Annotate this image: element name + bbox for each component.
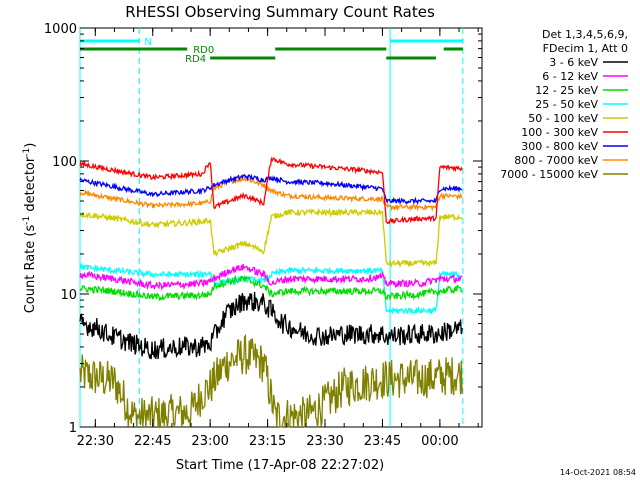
legend-label-2: 12 - 25 keV [535,84,598,97]
x-tick-label-6: 00:00 [421,434,458,449]
chart-title: RHESSI Observing Summary Count Rates [125,3,435,21]
legend-label-3: 25 - 50 keV [535,98,598,111]
legend-header-line-1: Det 1,3,4,5,6,9, [542,28,628,41]
flag-label-n: N [144,37,151,48]
y-axis-label-sup2: -1 [22,148,32,157]
series-line-8 [79,333,463,429]
legend-header-line-2: FDecim 1, Att 0 [543,42,628,55]
legend-label-8: 7000 - 15000 keV [500,168,598,181]
x-tick-label-5: 23:45 [364,434,401,449]
series-line-2 [79,274,463,302]
series-line-7 [79,175,463,212]
legend-label-4: 50 - 100 keV [528,112,598,125]
x-axis-label: Start Time (17-Apr-08 22:27:02) [176,458,384,473]
y-axis-label-end: ) [23,143,38,148]
legend: Det 1,3,4,5,6,9, FDecim 1, Att 0 3 - 6 k… [500,28,628,181]
series-line-4 [79,207,463,269]
legend-label-0: 3 - 6 keV [549,56,598,69]
legend-label-5: 100 - 300 keV [521,126,598,139]
y-axis-label-sup1: -1 [22,216,32,225]
x-tick-label-1: 22:45 [134,434,171,449]
legend-label-6: 300 - 800 keV [521,140,598,153]
series-line-1 [79,263,463,291]
x-tick-label-3: 23:15 [249,434,286,449]
y-tick-label-2: 100 [52,155,77,170]
y-axis-label-main: Count Rate (s [23,225,38,314]
legend-label-1: 6 - 12 keV [542,70,598,83]
footer-date: 14-Oct-2021 08:54 [560,468,636,477]
x-tick-label-0: 22:30 [77,434,114,449]
series-line-0 [79,291,463,360]
y-tick-label-3: 1000 [44,22,77,37]
x-axis: 22:30 22:45 23:00 23:15 23:30 23:45 00:00 [77,28,479,449]
mode-boundary-lines [79,28,464,427]
legend-label-7: 800 - 7000 keV [514,154,598,167]
series-line-6 [79,173,463,205]
y-axis: 1 10 100 1000 [44,22,482,436]
flag-label-rd0: RD0 [193,45,214,56]
x-tick-label-2: 23:00 [191,434,228,449]
y-tick-label-1: 10 [60,288,77,303]
series-line-5 [79,156,463,225]
y-axis-label: Count Rate (s-1 detector-1) [22,143,38,314]
series-layer [79,156,463,429]
series-line-3 [79,262,463,316]
y-tick-label-0: 1 [69,421,77,436]
flag-label-rd4: RD4 [185,54,206,65]
y-axis-label-mid: detector [23,156,38,216]
x-tick-label-4: 23:30 [306,434,343,449]
